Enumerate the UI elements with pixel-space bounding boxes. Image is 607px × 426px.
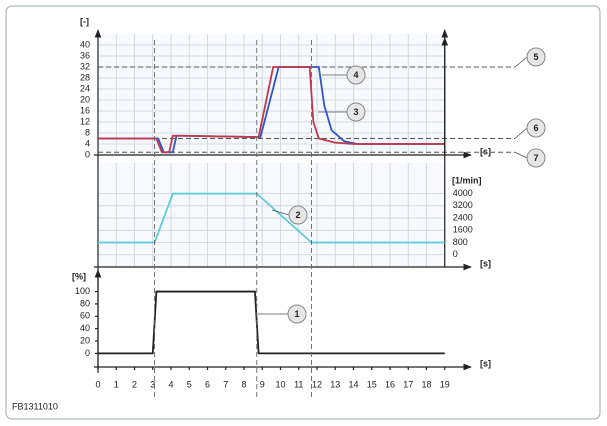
- callout-circle: [287, 304, 307, 324]
- x-tick-label: 17: [403, 379, 413, 389]
- x-tick-label: 3: [150, 379, 155, 389]
- y-tick-label: 40: [80, 323, 90, 333]
- y-tick-label: 20: [80, 94, 90, 104]
- x-tick-label: 12: [312, 379, 322, 389]
- callout-label: 3: [353, 107, 358, 117]
- y-tick-label: 4000: [453, 188, 473, 198]
- y-axis-label: [1/min]: [452, 175, 482, 185]
- y-axis-label: [-]: [80, 16, 89, 26]
- x-tick-label: 14: [348, 379, 358, 389]
- y-tick-label: 80: [80, 298, 90, 308]
- plot-background: [98, 163, 445, 267]
- data-line: [98, 290, 445, 355]
- y-tick-label: 20: [80, 335, 90, 345]
- callout-circle: [526, 118, 546, 138]
- callout-label: 7: [533, 153, 538, 163]
- y-tick-label: 0: [85, 149, 90, 159]
- y-axis-label: [%]: [72, 271, 86, 281]
- y-tick-label: 0: [85, 348, 90, 358]
- y-tick-label: 40: [80, 39, 90, 49]
- callout-label: 4: [353, 70, 358, 80]
- y-tick-label: 100: [75, 286, 90, 296]
- x-tick-label: 19: [440, 379, 450, 389]
- x-axis-label: [s]: [480, 258, 491, 268]
- y-tick-label: 12: [80, 116, 90, 126]
- x-tick-label: 13: [330, 379, 340, 389]
- x-tick-label: 15: [367, 379, 377, 389]
- x-tick-label: 8: [241, 379, 246, 389]
- x-axis-label: [s]: [480, 146, 491, 156]
- x-tick-label: 9: [260, 379, 265, 389]
- x-tick-label: 18: [421, 379, 431, 389]
- y-tick-label: 2400: [453, 212, 473, 222]
- callout-label: 1: [294, 309, 299, 319]
- y-tick-label: 24: [80, 83, 90, 93]
- x-tick-label: 7: [223, 379, 228, 389]
- x-tick-label: 0: [95, 379, 100, 389]
- data-line: [98, 192, 445, 244]
- x-tick-label: 11: [294, 379, 303, 389]
- callout-label: 5: [533, 52, 538, 62]
- y-tick-label: 32: [80, 61, 90, 71]
- y-tick-label: 1600: [453, 225, 473, 235]
- x-tick-label: 5: [187, 379, 192, 389]
- callout-circle: [288, 205, 308, 225]
- y-tick-label: 8: [85, 127, 90, 137]
- callout-circle: [346, 102, 366, 122]
- callout-label: 6: [533, 123, 538, 133]
- x-tick-label: 6: [205, 379, 210, 389]
- leader-line: [514, 127, 528, 139]
- leader-line: [514, 151, 528, 159]
- callout-circle: [526, 148, 546, 168]
- x-tick-label: 10: [275, 379, 285, 389]
- y-tick-label: 16: [80, 105, 90, 115]
- callout-circle: [526, 47, 546, 67]
- y-tick-label: 4: [85, 138, 90, 148]
- y-tick-label: 60: [80, 311, 90, 321]
- y-tick-label: 3200: [453, 200, 473, 210]
- callout-circle: [346, 65, 366, 85]
- leader-line: [271, 209, 290, 216]
- figure-id: FB1311010: [12, 401, 58, 411]
- data-line: [98, 66, 445, 154]
- y-tick-label: 0: [453, 249, 458, 259]
- leader-line: [514, 56, 528, 68]
- x-tick-label: 16: [385, 379, 395, 389]
- x-tick-label: 4: [168, 379, 173, 389]
- y-tick-label: 28: [80, 72, 90, 82]
- callout-label: 2: [295, 210, 300, 220]
- x-tick-label: 2: [132, 379, 137, 389]
- y-tick-label: 800: [453, 237, 468, 247]
- y-tick-label: 36: [80, 50, 90, 60]
- x-axis-label: [s]: [480, 358, 491, 368]
- x-tick-label: 1: [114, 379, 119, 389]
